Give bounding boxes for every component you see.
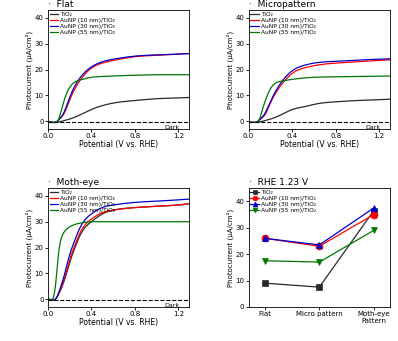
Line: AuNP (30 nm)/TiO₂: AuNP (30 nm)/TiO₂: [261, 205, 377, 248]
Y-axis label: Photocurrent (μA/cm²): Photocurrent (μA/cm²): [26, 208, 33, 287]
AuNP (55 nm)/TiO₂: [371, 228, 376, 233]
Line: AuNP (10 nm)/TiO₂: AuNP (10 nm)/TiO₂: [261, 211, 377, 250]
X-axis label: Potential (V vs. RHE): Potential (V vs. RHE): [280, 140, 359, 149]
TiO₂: [263, 281, 267, 285]
Line: AuNP (55 nm)/TiO₂: AuNP (55 nm)/TiO₂: [261, 227, 377, 266]
Text: ·  Flat: · Flat: [48, 0, 73, 10]
AuNP (55 nm)/TiO₂: [263, 259, 267, 263]
Legend: TiO₂, AuNP (10 nm)/TiO₂, AuNP (30 nm)/TiO₂, AuNP (55 nm)/TiO₂: TiO₂, AuNP (10 nm)/TiO₂, AuNP (30 nm)/Ti…: [49, 190, 115, 213]
AuNP (30 nm)/TiO₂: [317, 243, 322, 247]
Text: ·  RHE 1.23 V: · RHE 1.23 V: [249, 178, 308, 188]
Text: ·  Moth-eye: · Moth-eye: [48, 178, 99, 188]
AuNP (10 nm)/TiO₂: [317, 244, 322, 248]
Text: Dark: Dark: [164, 125, 179, 130]
AuNP (10 nm)/TiO₂: [263, 236, 267, 240]
Text: ·  Micropattern: · Micropattern: [249, 0, 315, 10]
Legend: TiO₂, AuNP (10 nm)/TiO₂, AuNP (30 nm)/TiO₂, AuNP (55 nm)/TiO₂: TiO₂, AuNP (10 nm)/TiO₂, AuNP (30 nm)/Ti…: [250, 190, 316, 213]
X-axis label: Potential (V vs. RHE): Potential (V vs. RHE): [79, 318, 158, 327]
AuNP (10 nm)/TiO₂: [371, 212, 376, 217]
X-axis label: Potential (V vs. RHE): Potential (V vs. RHE): [79, 140, 158, 149]
TiO₂: [317, 285, 322, 289]
Y-axis label: Photocurrent (μA/cm²): Photocurrent (μA/cm²): [226, 208, 234, 287]
Legend: TiO₂, AuNP (10 nm)/TiO₂, AuNP (30 nm)/TiO₂, AuNP (55 nm)/TiO₂: TiO₂, AuNP (10 nm)/TiO₂, AuNP (30 nm)/Ti…: [250, 12, 316, 35]
Legend: TiO₂, AuNP (10 nm)/TiO₂, AuNP (30 nm)/TiO₂, AuNP (55 nm)/TiO₂: TiO₂, AuNP (10 nm)/TiO₂, AuNP (30 nm)/Ti…: [49, 12, 115, 35]
Line: TiO₂: TiO₂: [262, 208, 377, 290]
AuNP (30 nm)/TiO₂: [371, 206, 376, 210]
Y-axis label: Photocurrent (μA/cm²): Photocurrent (μA/cm²): [26, 30, 33, 109]
Y-axis label: Photocurrent (μA/cm²): Photocurrent (μA/cm²): [226, 30, 234, 109]
Text: Dark: Dark: [164, 303, 179, 308]
Text: Dark: Dark: [365, 125, 380, 130]
AuNP (30 nm)/TiO₂: [263, 236, 267, 240]
AuNP (55 nm)/TiO₂: [317, 260, 322, 264]
TiO₂: [371, 209, 376, 213]
